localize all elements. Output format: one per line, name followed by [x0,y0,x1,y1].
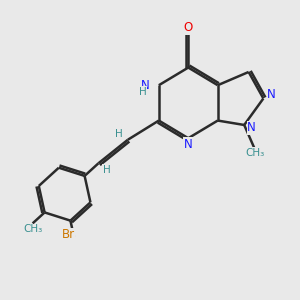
Text: N: N [141,79,149,92]
Text: N: N [247,122,256,134]
Text: CH₃: CH₃ [23,224,42,234]
Text: CH₃: CH₃ [245,148,264,158]
Text: H: H [103,165,111,175]
Text: N: N [184,138,193,151]
Text: Br: Br [61,229,75,242]
Text: H: H [139,87,146,97]
Text: H: H [115,129,122,140]
Text: O: O [184,21,193,34]
Text: N: N [267,88,276,100]
